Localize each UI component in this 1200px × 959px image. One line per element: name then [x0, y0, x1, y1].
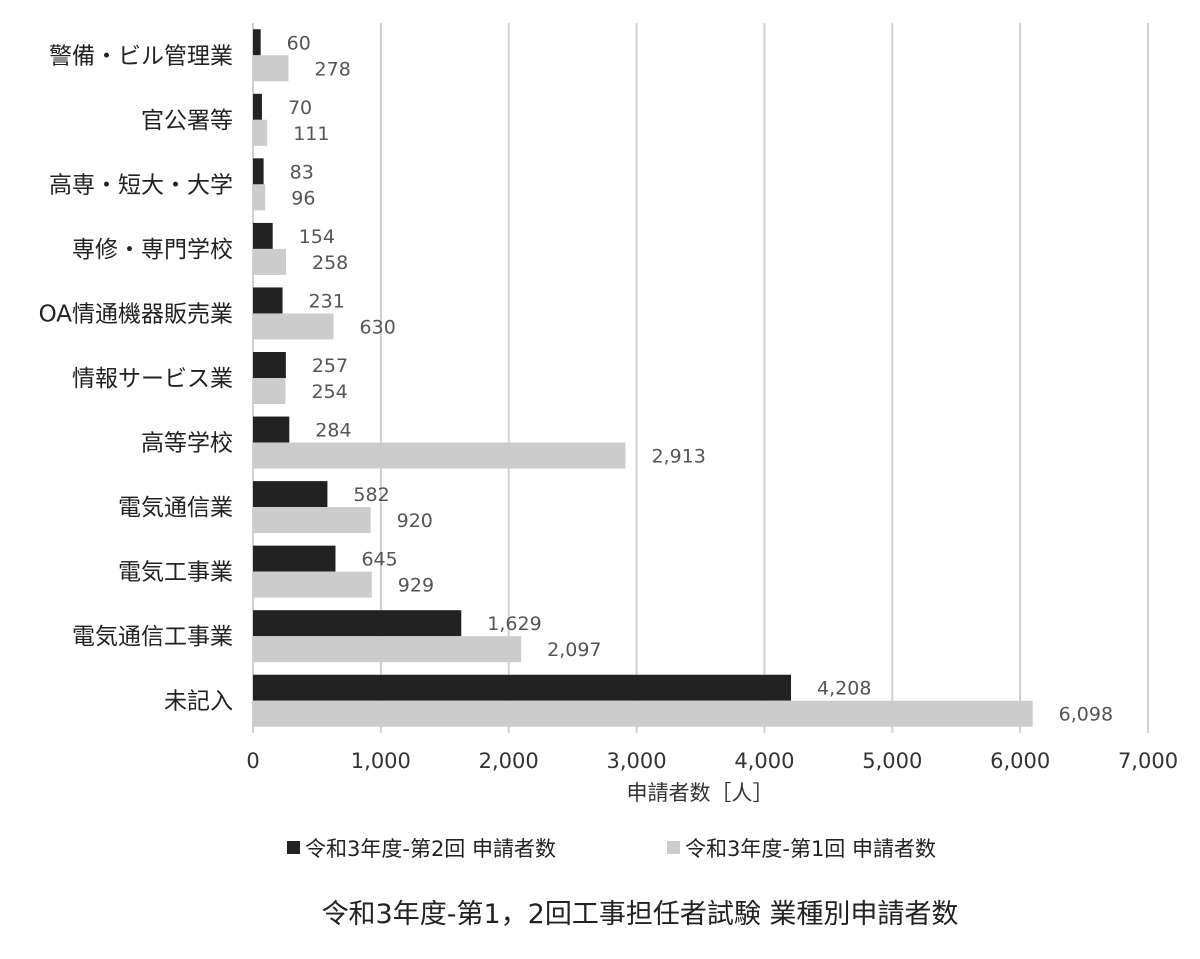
- bar-series-1: [253, 93, 262, 120]
- value-label: 154: [299, 226, 335, 248]
- category-label: 電気通信業: [118, 495, 233, 521]
- bar-series-2: [253, 442, 626, 469]
- category-label: 電気工事業: [118, 560, 233, 586]
- value-label: 257: [312, 355, 348, 377]
- bar-series-1: [253, 416, 290, 443]
- category-label: 官公署等: [141, 108, 233, 134]
- chart-title: 令和3年度-第1，2回工事担任者試験 業種別申請者数: [322, 899, 959, 930]
- category-label: 情報サービス業: [72, 366, 233, 392]
- value-label: 284: [315, 420, 351, 442]
- category-label: 未記入: [164, 689, 233, 715]
- value-label: 83: [290, 161, 314, 183]
- value-label: 60: [287, 32, 311, 54]
- value-label: 6,098: [1059, 704, 1113, 726]
- value-label: 929: [398, 575, 434, 597]
- x-tick-label: 4,000: [734, 749, 794, 773]
- x-tick-label: 1,000: [351, 749, 411, 773]
- bar-series-2: [253, 248, 286, 275]
- bar-series-2: [253, 119, 268, 146]
- value-label: 96: [291, 187, 315, 209]
- bar-series-1: [253, 674, 792, 701]
- bar-series-1: [253, 481, 328, 508]
- bar-series-2: [253, 507, 371, 534]
- x-tick-label: 0: [246, 749, 259, 773]
- bar-series-1: [253, 287, 283, 314]
- value-label: 2,097: [547, 639, 601, 661]
- legend-label: 令和3年度-第1回 申請者数: [685, 837, 936, 861]
- x-axis-title: 申請者数［人］: [627, 781, 774, 805]
- bar-series-2: [253, 313, 334, 340]
- category-label: OA情通機器販売業: [39, 301, 233, 327]
- value-label: 258: [312, 252, 348, 274]
- bar-series-2: [253, 571, 372, 598]
- category-label: 専修・専門学校: [72, 237, 233, 263]
- bar-series-2: [253, 700, 1033, 727]
- category-label: 高等学校: [141, 431, 233, 457]
- grid-lines: [252, 23, 1149, 733]
- category-label: 電気通信工事業: [72, 624, 233, 650]
- value-label: 1,629: [487, 613, 541, 635]
- x-tick-label: 7,000: [1118, 749, 1178, 773]
- legend: 令和3年度-第2回 申請者数 令和3年度-第1回 申請者数: [287, 837, 936, 861]
- value-label: 920: [397, 510, 433, 532]
- bar-series-2: [253, 184, 266, 211]
- bar-series-1: [253, 158, 264, 185]
- bar-series-2: [253, 636, 522, 663]
- bar-series-1: [253, 610, 462, 637]
- value-label: 645: [361, 549, 397, 571]
- value-label: 254: [311, 381, 347, 403]
- bar-series-1: [253, 545, 336, 572]
- x-tick-labels: 0 1,000 2,000 3,000 4,000 5,000 6,000 7,000: [246, 749, 1178, 773]
- x-tick-label: 3,000: [607, 749, 667, 773]
- value-label: 630: [360, 316, 396, 338]
- legend-swatch: [287, 841, 300, 854]
- value-label: 231: [309, 290, 345, 312]
- x-tick-label: 5,000: [862, 749, 922, 773]
- x-tick-label: 6,000: [990, 749, 1050, 773]
- value-label: 70: [288, 97, 312, 119]
- legend-swatch: [667, 841, 680, 854]
- bar-series-1: [253, 222, 273, 249]
- bars: [253, 29, 1033, 727]
- value-label: 111: [293, 123, 329, 145]
- bar-series-2: [253, 55, 289, 82]
- value-label: 2,913: [651, 446, 705, 468]
- value-label: 582: [353, 484, 389, 506]
- legend-label: 令和3年度-第2回 申請者数: [305, 837, 556, 861]
- bar-series-1: [253, 352, 286, 378]
- x-tick-label: 2,000: [479, 749, 539, 773]
- bar-series-1: [253, 29, 261, 56]
- bar-series-2: [253, 378, 286, 404]
- category-label: 高専・短大・大学: [49, 172, 233, 198]
- value-label: 4,208: [817, 678, 871, 700]
- value-label: 278: [315, 58, 351, 80]
- category-label: 警備・ビル管理業: [49, 43, 233, 69]
